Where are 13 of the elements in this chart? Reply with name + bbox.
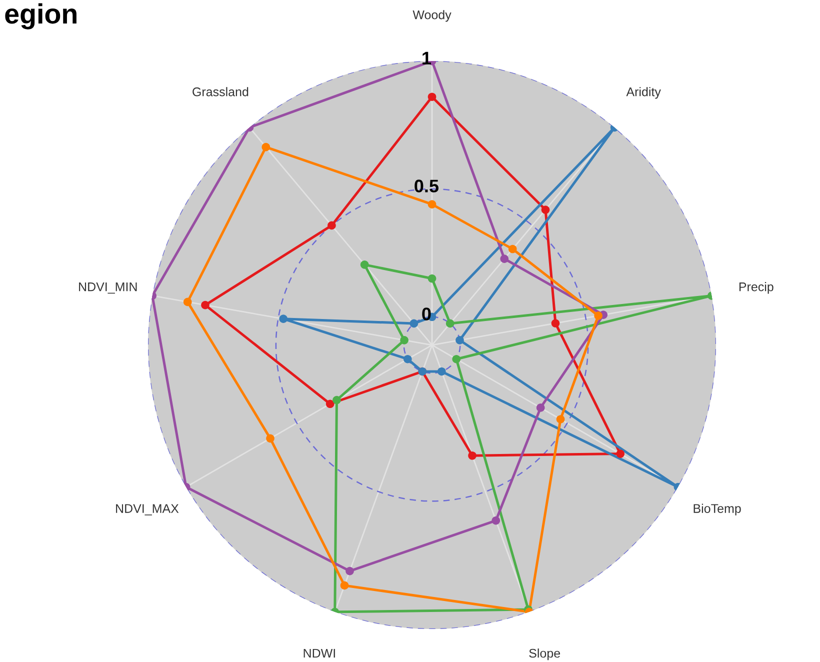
spoke-label: Grassland — [192, 87, 248, 96]
spoke-label: Slope — [529, 648, 560, 660]
spoke-label: Aridity — [626, 87, 661, 99]
spoke-label: BioTemp — [694, 504, 741, 516]
spoke-label: NDVI_MAX — [116, 504, 179, 516]
spoke-label: Precip — [739, 282, 774, 294]
spoke-label: NDWI — [304, 648, 335, 658]
y-tick-label: 0 — [422, 308, 431, 320]
y-tick-label: 1 — [422, 52, 431, 64]
chart-title: egion — [5, 3, 76, 30]
spoke-label: Woody — [412, 10, 452, 22]
y-tick-label: 0.5 — [414, 180, 439, 192]
spoke-label: NDVI_MIN — [79, 282, 137, 294]
